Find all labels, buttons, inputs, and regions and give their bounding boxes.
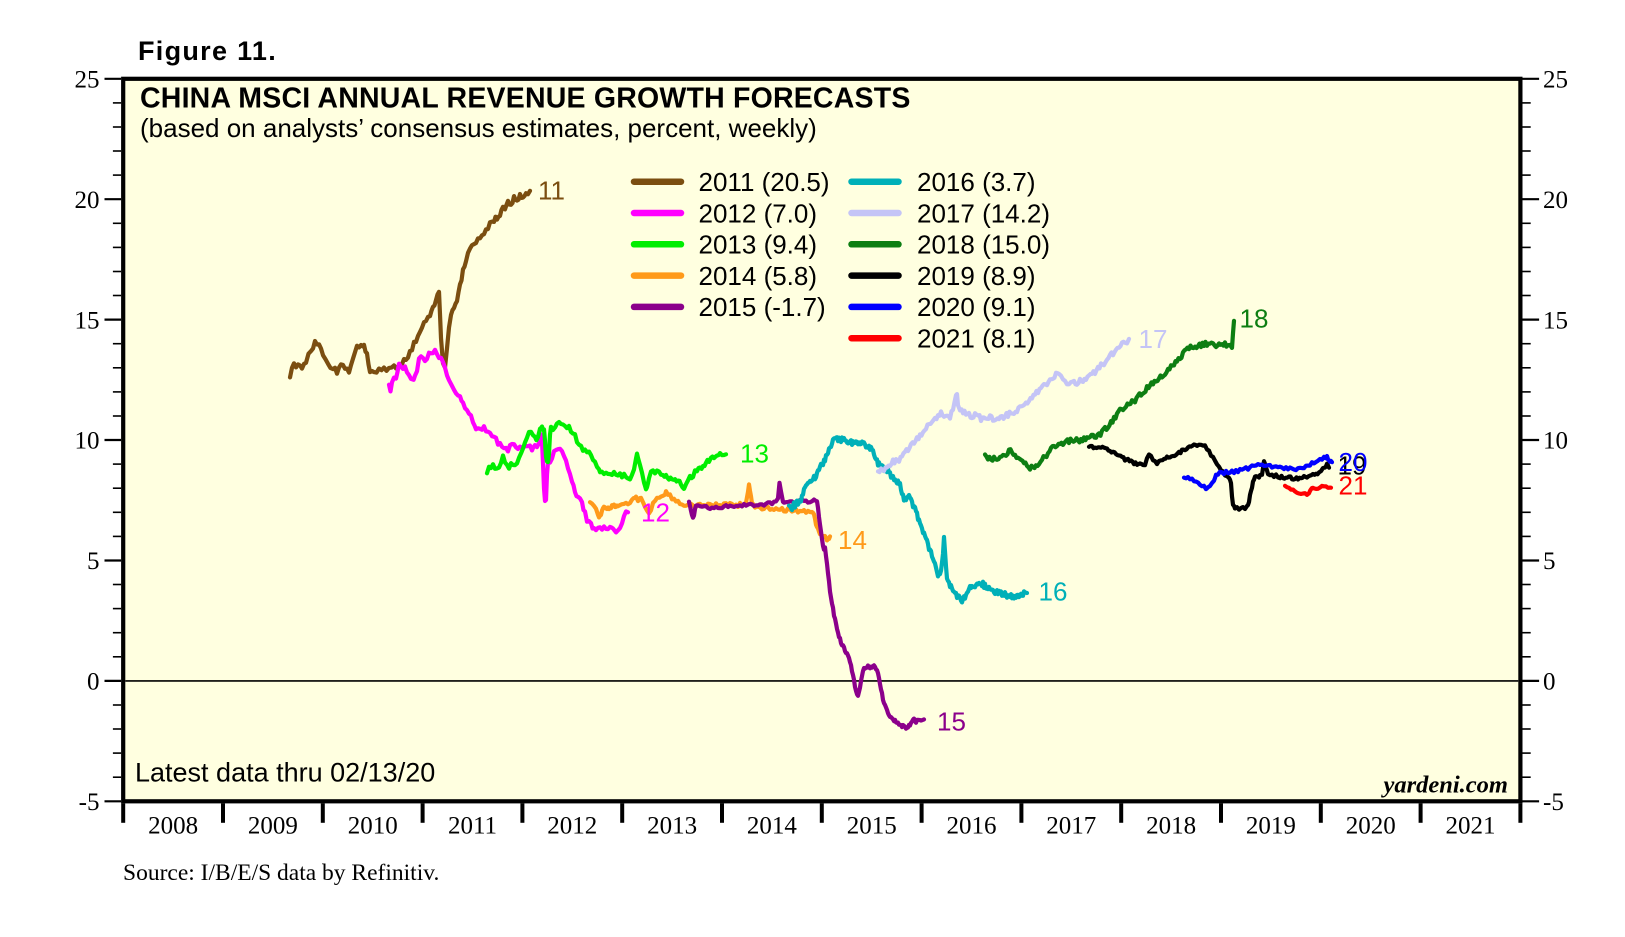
svg-text:2018 (15.0): 2018 (15.0) [917, 230, 1050, 260]
svg-text:2015: 2015 [847, 813, 897, 840]
svg-text:Source: I/B/E/S data by Refini: Source: I/B/E/S data by Refinitiv. [123, 860, 439, 886]
svg-text:14: 14 [838, 525, 867, 555]
svg-text:Figure 11.: Figure 11. [138, 36, 277, 66]
svg-text:25: 25 [1543, 67, 1568, 94]
svg-text:25: 25 [75, 67, 100, 94]
svg-text:0: 0 [87, 669, 100, 696]
svg-text:5: 5 [1543, 548, 1556, 575]
svg-text:15: 15 [1543, 307, 1568, 334]
svg-text:17: 17 [1139, 324, 1168, 354]
svg-text:10: 10 [1543, 428, 1568, 455]
svg-text:Latest data thru 02/13/20: Latest data thru 02/13/20 [135, 758, 435, 788]
svg-text:2018: 2018 [1146, 813, 1196, 840]
svg-text:2013 (9.4): 2013 (9.4) [699, 230, 818, 260]
svg-text:2015 (-1.7): 2015 (-1.7) [699, 292, 826, 322]
svg-text:15: 15 [75, 307, 100, 334]
svg-text:20: 20 [1543, 187, 1568, 214]
svg-text:2011 (20.5): 2011 (20.5) [699, 167, 830, 197]
svg-text:12: 12 [641, 498, 670, 528]
svg-text:-5: -5 [79, 789, 100, 816]
svg-text:2016 (3.7): 2016 (3.7) [917, 167, 1036, 197]
svg-text:2016: 2016 [947, 813, 997, 840]
svg-text:10: 10 [75, 428, 100, 455]
svg-text:2011: 2011 [448, 813, 497, 840]
svg-text:2012: 2012 [547, 813, 597, 840]
svg-text:2017 (14.2): 2017 (14.2) [917, 198, 1050, 228]
svg-text:2013: 2013 [647, 813, 697, 840]
svg-text:yardeni.com: yardeni.com [1380, 772, 1508, 799]
svg-text:2019 (8.9): 2019 (8.9) [917, 261, 1036, 291]
svg-text:2020: 2020 [1346, 813, 1396, 840]
svg-text:21: 21 [1339, 471, 1368, 501]
svg-text:2010: 2010 [348, 813, 398, 840]
svg-text:2017: 2017 [1046, 813, 1096, 840]
svg-text:2020 (9.1): 2020 (9.1) [917, 292, 1036, 322]
svg-text:(based on analysts’ consensus: (based on analysts’ consensus estimates,… [140, 113, 817, 143]
svg-text:20: 20 [1339, 447, 1368, 477]
svg-text:2019: 2019 [1246, 813, 1296, 840]
svg-text:2014 (5.8): 2014 (5.8) [699, 261, 818, 291]
svg-text:2021 (8.1): 2021 (8.1) [917, 324, 1036, 354]
svg-text:2009: 2009 [248, 813, 298, 840]
svg-text:11: 11 [538, 176, 565, 206]
svg-text:18: 18 [1240, 304, 1269, 334]
svg-text:2014: 2014 [747, 813, 798, 840]
svg-text:13: 13 [740, 439, 769, 469]
svg-text:15: 15 [937, 707, 966, 737]
svg-text:2008: 2008 [148, 813, 198, 840]
svg-text:2012 (7.0): 2012 (7.0) [699, 198, 818, 228]
svg-text:20: 20 [75, 187, 100, 214]
svg-text:0: 0 [1543, 669, 1556, 696]
svg-text:2021: 2021 [1446, 813, 1496, 840]
svg-text:16: 16 [1039, 577, 1068, 607]
svg-text:-5: -5 [1543, 789, 1564, 816]
svg-text:19: 19 [1338, 451, 1367, 481]
svg-text:5: 5 [87, 548, 100, 575]
svg-text:CHINA MSCI ANNUAL REVENUE GROW: CHINA MSCI ANNUAL REVENUE GROWTH FORECAS… [140, 83, 911, 115]
